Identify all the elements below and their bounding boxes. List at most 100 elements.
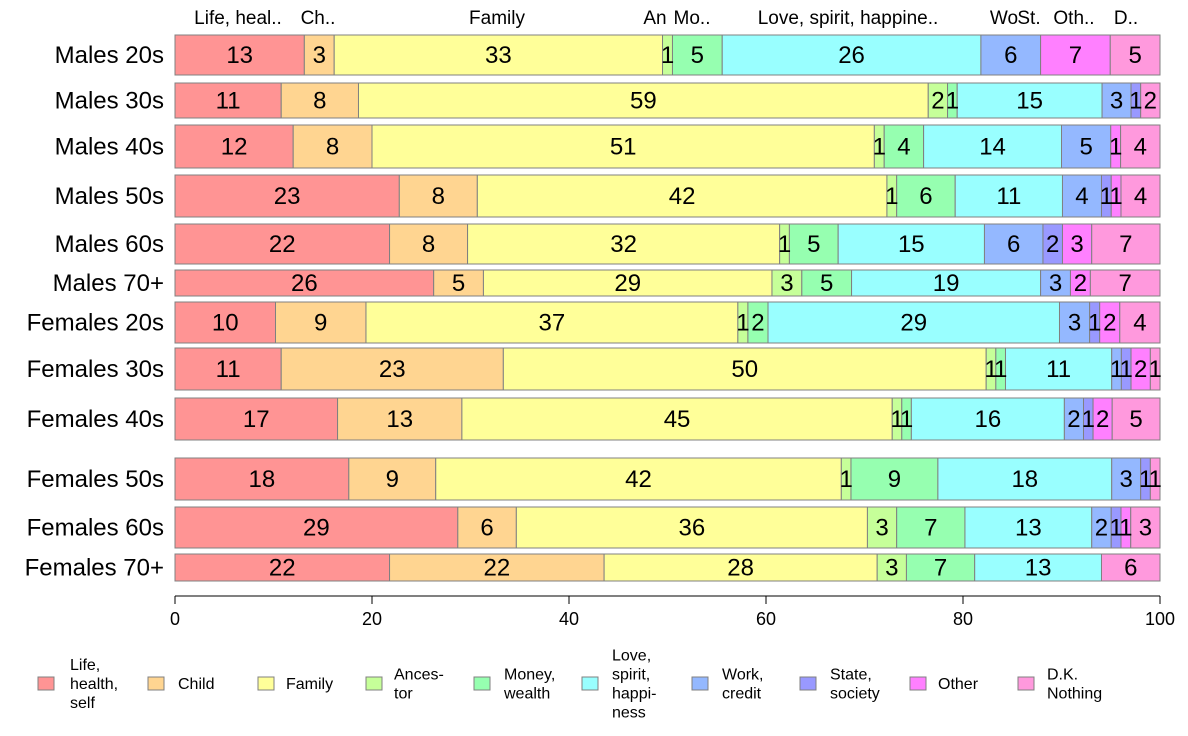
legend-label: State, society — [830, 667, 880, 703]
row-label: Males 50s — [55, 183, 164, 210]
bar-segment — [515, 506, 868, 549]
x-tick-label: 20 — [362, 609, 382, 629]
row-label: Females 30s — [27, 356, 164, 383]
legend-label: D.K. Nothing — [1047, 667, 1102, 703]
segment-value-label: 26 — [838, 42, 865, 69]
segment-value-label: 28 — [727, 555, 754, 582]
segment-value-label: 1 — [1148, 356, 1161, 383]
column-labels-layer: Life, heal.. Ch.. Family An Mo.. Love, spirit… — [194, 8, 1138, 29]
row-label: Females 20s — [27, 310, 164, 337]
bar-segment — [303, 34, 335, 76]
segment-value-label: 22 — [483, 555, 510, 582]
legend-swatch — [365, 676, 383, 691]
segment-value-label: 5 — [820, 270, 833, 297]
segment-value-label: 1 — [1139, 466, 1152, 493]
segment-value-label: 32 — [610, 231, 637, 258]
bar-segment — [174, 34, 305, 76]
column-label: Wo — [990, 8, 1018, 29]
bar-segment — [174, 223, 391, 265]
bar-segment — [1089, 269, 1161, 297]
segment-value-label: 2 — [1074, 270, 1087, 297]
segment-value-label: 3 — [1110, 88, 1123, 115]
bar-segment — [457, 506, 517, 549]
segment-value-label: 12 — [221, 134, 248, 161]
segment-value-label: 11 — [216, 356, 241, 383]
bar-segment — [876, 553, 907, 582]
segment-value-label: 5 — [1128, 42, 1141, 69]
segment-value-label: 2 — [1144, 88, 1157, 115]
segment-value-label: 22 — [269, 231, 296, 258]
segment-value-label: 15 — [1016, 88, 1043, 115]
x-tick-label: 100 — [1145, 609, 1175, 629]
segment-value-label: 8 — [422, 231, 435, 258]
column-label: Family — [469, 8, 525, 29]
bar-segment — [174, 82, 282, 119]
segment-value-label: 1 — [873, 134, 886, 161]
segment-value-label: 1 — [900, 406, 913, 433]
segment-value-label: 29 — [614, 270, 641, 297]
segment-value-label: 26 — [291, 270, 318, 297]
bar-segment — [767, 301, 1060, 344]
legend-swatch — [147, 676, 165, 691]
segment-value-label: 1 — [885, 183, 898, 210]
bar-segment — [389, 553, 605, 582]
bar-segment — [837, 223, 985, 265]
segment-value-label: 19 — [933, 270, 960, 297]
legend-label: Child — [178, 676, 214, 693]
column-label: D.. — [1114, 8, 1138, 29]
legend-swatch — [581, 676, 599, 691]
row-label: Females 60s — [27, 515, 164, 542]
bar-segment — [851, 269, 1042, 297]
row-label: Females 40s — [27, 406, 164, 433]
segment-value-label: 1 — [1100, 183, 1113, 210]
bar-segment — [1061, 124, 1112, 169]
segment-value-label: 1 — [1088, 310, 1101, 337]
bar-segment — [371, 124, 875, 169]
segment-value-label: 1 — [1109, 515, 1122, 542]
bar-segment — [883, 124, 925, 169]
segment-value-label: 1 — [1129, 88, 1142, 115]
bar-segment — [905, 553, 976, 582]
legend-label: Money, wealth — [503, 667, 555, 703]
segment-value-label: 2 — [1096, 406, 1109, 433]
segment-value-label: 13 — [1025, 555, 1052, 582]
segment-value-label: 2 — [1134, 356, 1147, 383]
bar-segment — [389, 223, 469, 265]
segment-value-label: 1 — [1110, 356, 1123, 383]
segment-value-label: 10 — [212, 310, 239, 337]
column-label: Life, heal.. — [194, 8, 282, 29]
segment-value-label: 17 — [243, 406, 270, 433]
bar-segment — [1061, 223, 1093, 265]
segment-value-label: 3 — [885, 555, 898, 582]
segment-value-label: 2 — [931, 88, 944, 115]
bar-segment — [771, 269, 803, 297]
bar-segment — [923, 124, 1062, 169]
bar-segment — [910, 397, 1065, 441]
segment-value-label: 7 — [934, 555, 947, 582]
bar-segment — [1061, 174, 1102, 218]
bar-segment — [1140, 82, 1161, 119]
segment-value-label: 6 — [1007, 231, 1020, 258]
bar-segment — [1109, 34, 1161, 76]
segment-value-label: 3 — [780, 270, 793, 297]
row-label: Males 30s — [55, 88, 164, 115]
segment-value-label: 4 — [1133, 310, 1146, 337]
segment-value-label: 2 — [1067, 406, 1080, 433]
segment-value-label: 1 — [661, 42, 674, 69]
bar-segment — [850, 457, 939, 501]
bar-segment — [1119, 301, 1161, 344]
column-label: Love, spirit, happine.. — [758, 8, 939, 29]
bar-segment — [433, 269, 484, 297]
segment-value-label: 37 — [539, 310, 566, 337]
bar-segment — [956, 82, 1103, 119]
segment-value-label: 1 — [984, 356, 997, 383]
x-tick-label: 40 — [559, 609, 579, 629]
bar-segment — [365, 301, 739, 344]
segment-value-label: 3 — [875, 515, 888, 542]
bar-segment — [348, 457, 437, 501]
bar-segment — [174, 457, 350, 501]
segment-value-label: 1 — [1120, 356, 1133, 383]
segment-value-label: 15 — [898, 231, 925, 258]
segment-value-label: 36 — [679, 515, 706, 542]
